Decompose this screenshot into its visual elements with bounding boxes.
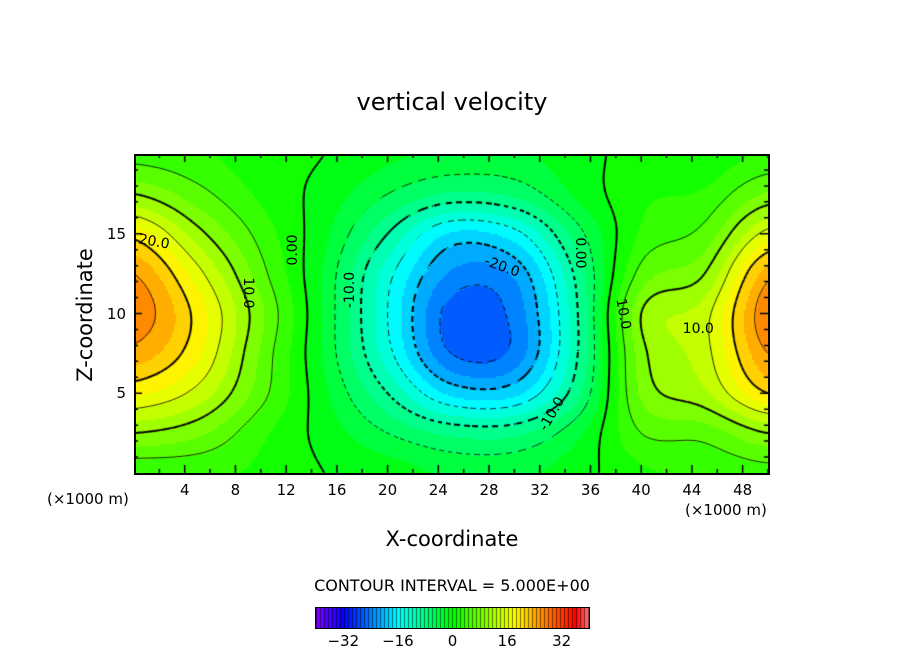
chart-title: vertical velocity [356, 88, 548, 116]
contour-label: 10.0 [682, 321, 714, 338]
y-axis-label: Z-coordinate [73, 248, 97, 382]
x-tick-label: 20 [378, 481, 398, 499]
y-tick-label: 10 [106, 304, 126, 323]
filled-contour-field [134, 154, 768, 473]
contour-label: -10.0 [341, 271, 358, 308]
colorbar [315, 607, 590, 629]
contour-label: 10.0 [240, 277, 257, 309]
contour-label: 0.00 [572, 237, 589, 269]
x-tick-label: 8 [230, 481, 241, 499]
x-axis-label: X-coordinate [385, 527, 519, 551]
x-tick-label: 48 [733, 481, 753, 499]
x-tick-label: 16 [327, 481, 347, 499]
x-unit-label: (×1000 m) [685, 501, 767, 519]
x-tick-label: 40 [631, 481, 651, 499]
y-tick-label: 5 [116, 384, 126, 403]
colorbar-tick-label: −16 [382, 632, 414, 650]
x-tick-label: 36 [580, 481, 601, 499]
y-tick-label: 15 [106, 224, 126, 243]
colorbar-tick-label: 32 [552, 632, 572, 650]
x-tick-label: 4 [179, 481, 190, 499]
x-tick-label: 28 [479, 481, 499, 499]
x-tick-label: 32 [530, 481, 550, 499]
x-tick-label: 12 [276, 481, 296, 499]
x-tick-label: 44 [682, 481, 702, 499]
contour-label: 0.00 [284, 234, 301, 266]
contour-interval-text: CONTOUR INTERVAL = 5.000E+00 [314, 576, 590, 595]
colorbar-tick-label: 0 [447, 632, 458, 650]
colorbar-tick-label: 16 [497, 632, 517, 650]
x-tick-label: 24 [428, 481, 448, 499]
contour-plot-area: 20.0 10.0 0.00 -10.0 -20.0 0.00 10.0 -10.0 10.0 [134, 154, 768, 473]
y-unit-label: (×1000 m) [47, 490, 129, 508]
colorbar-tick-label: −32 [327, 632, 360, 650]
